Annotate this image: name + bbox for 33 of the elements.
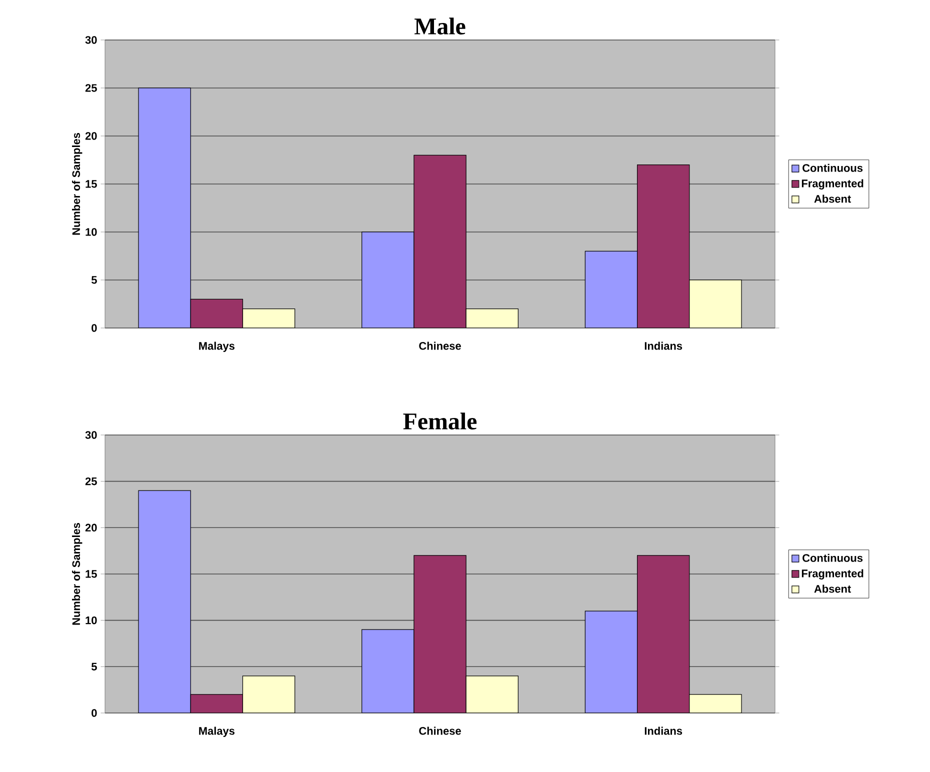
y-tick-label: 15: [86, 180, 97, 188]
y-tick-label: 30: [85, 36, 97, 44]
y-tick-label: 25: [85, 477, 97, 486]
y-tick-label: 25: [85, 84, 97, 92]
legend-label: Absent: [814, 194, 851, 203]
y-tick-label: 5: [91, 276, 97, 284]
y-axis-title: Number of Samples: [72, 522, 82, 625]
x-tick-label: Malays: [199, 726, 234, 737]
legend-label: Fragmented: [802, 179, 864, 190]
y-tick-label: 10: [86, 616, 97, 624]
chart-title: Male: [414, 18, 466, 34]
chart-title: Female: [403, 412, 477, 430]
x-tick-label: Chinese: [419, 342, 461, 350]
x-tick-label: Malays: [199, 342, 234, 352]
y-tick-label: 20: [85, 524, 97, 532]
x-tick-label: Indians: [644, 342, 682, 350]
y-tick-label: 10: [86, 228, 97, 236]
y-axis-title: Number of Samples: [72, 132, 82, 235]
x-tick-label: Indians: [644, 726, 682, 735]
y-tick-label: 15: [86, 570, 97, 578]
legend-label: Absent: [814, 584, 851, 593]
y-tick-label: 30: [85, 431, 97, 439]
y-tick-label: 20: [85, 132, 97, 140]
bar: [636, 164, 690, 328]
x-tick-label: Chinese: [419, 726, 461, 735]
bar: [190, 298, 244, 328]
bar: [414, 154, 466, 328]
y-tick-label: 5: [91, 662, 97, 670]
y-tick-label: 0: [92, 324, 97, 332]
legend-label: Fragmented: [802, 569, 864, 580]
y-tick-label: 0: [92, 709, 97, 717]
legend-label: Continuous: [802, 164, 863, 172]
legend-label: Continuous: [802, 554, 863, 562]
